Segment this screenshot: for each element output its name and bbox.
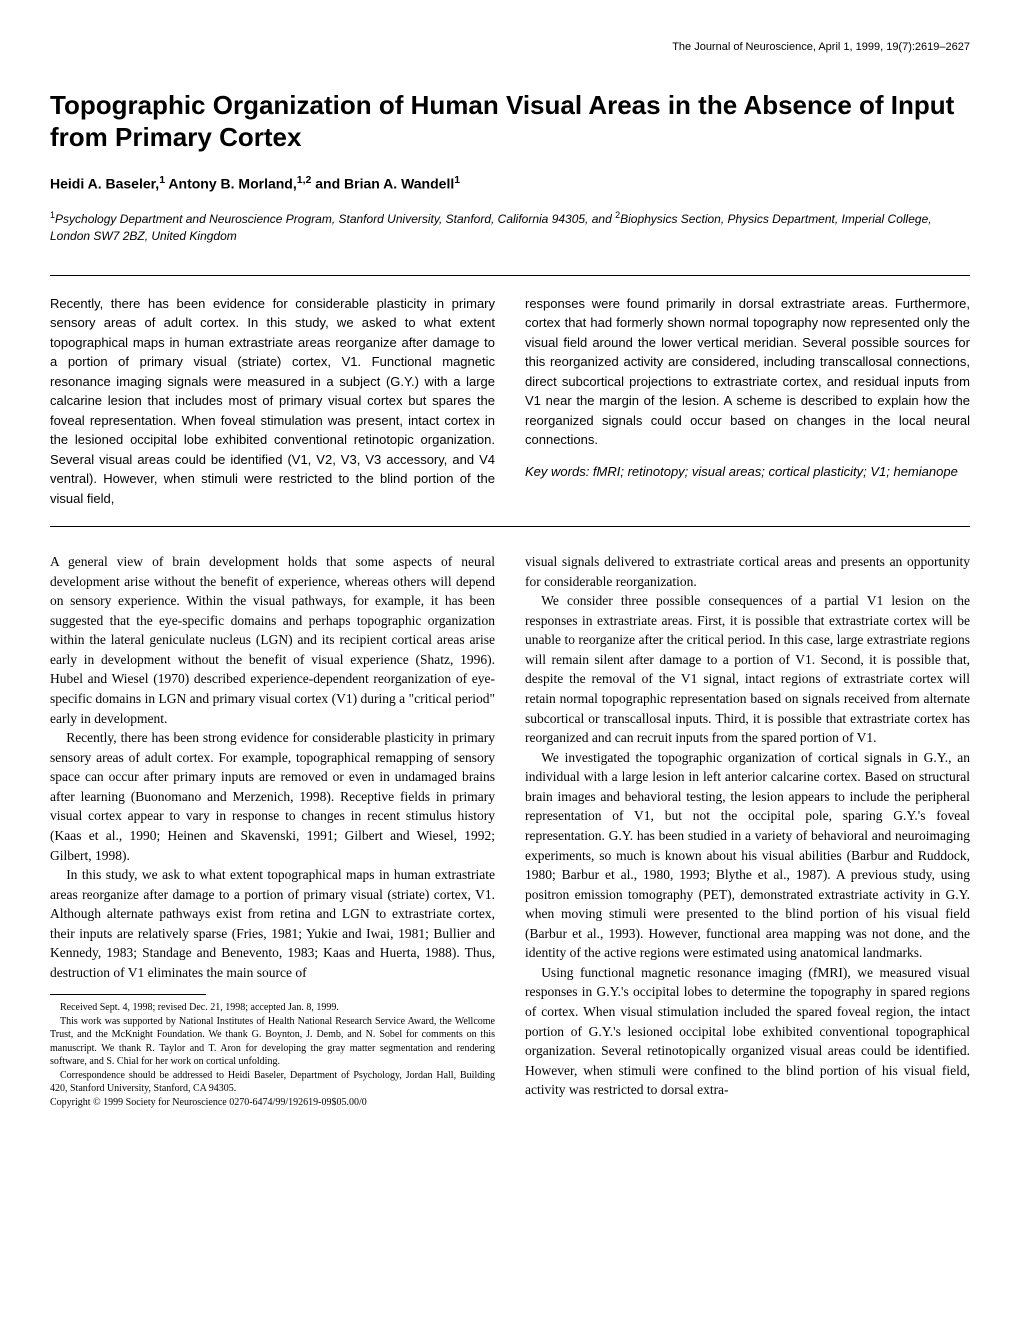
authors: Heidi A. Baseler,1 Antony B. Morland,1,2… <box>50 173 970 194</box>
body-p3: In this study, we ask to what extent top… <box>50 865 495 982</box>
keywords: Key words: fMRI; retinotopy; visual area… <box>525 462 970 482</box>
body-p6: We investigated the topographic organiza… <box>525 748 970 963</box>
body-p7: Using functional magnetic resonance imag… <box>525 963 970 1100</box>
affil-1: Psychology Department and Neuroscience P… <box>55 212 615 226</box>
author-2: Antony B. Morland, <box>168 175 296 191</box>
article-title: Topographic Organization of Human Visual… <box>50 90 970 152</box>
body-p1: A general view of brain development hold… <box>50 552 495 728</box>
body-text: A general view of brain development hold… <box>50 552 970 1109</box>
author-3-affil: 1 <box>454 174 460 186</box>
author-3: and Brian A. Wandell <box>315 175 454 191</box>
abstract-p1: Recently, there has been evidence for co… <box>50 294 495 509</box>
body-p2: Recently, there has been strong evidence… <box>50 728 495 865</box>
footnote-correspondence: Correspondence should be addressed to He… <box>50 1069 495 1096</box>
abstract-p2: responses were found primarily in dorsal… <box>525 294 970 450</box>
author-2-affil: 1,2 <box>297 174 312 186</box>
footnote-divider <box>50 994 206 995</box>
footnote-received: Received Sept. 4, 1998; revised Dec. 21,… <box>50 1001 495 1015</box>
body-p5: We consider three possible consequences … <box>525 591 970 748</box>
journal-header: The Journal of Neuroscience, April 1, 19… <box>50 40 970 55</box>
abstract: Recently, there has been evidence for co… <box>50 275 970 528</box>
affiliations: 1Psychology Department and Neuroscience … <box>50 209 970 245</box>
author-1-affil: 1 <box>159 174 165 186</box>
author-1: Heidi A. Baseler, <box>50 175 159 191</box>
footnote-copyright: Copyright © 1999 Society for Neuroscienc… <box>50 1096 495 1110</box>
footnotes: Received Sept. 4, 1998; revised Dec. 21,… <box>50 1001 495 1109</box>
footnote-funding: This work was supported by National Inst… <box>50 1015 495 1069</box>
body-p4: visual signals delivered to extrastriate… <box>525 552 970 591</box>
